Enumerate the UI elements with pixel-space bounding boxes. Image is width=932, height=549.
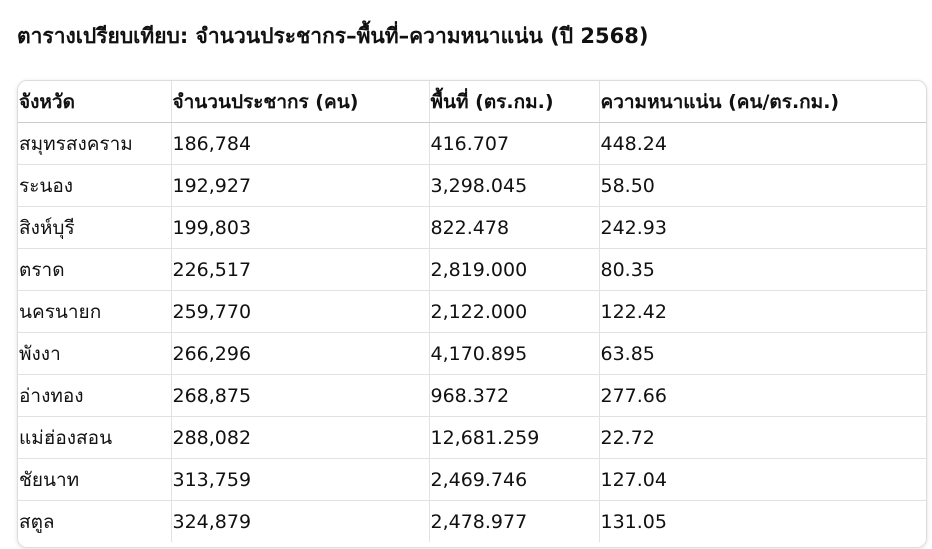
table-card: จังหวัด จำนวนประชากร (คน) พื้นที่ (ตร.กม.)… [17,80,927,548]
table-cell: 12,681.259 [429,416,600,459]
table-cell: 288,082 [171,416,430,459]
table-cell: 63.85 [599,332,926,375]
table-cell: 416.707 [429,122,600,165]
table-cell: ตราด [18,248,172,291]
table-cell: 242.93 [599,206,926,249]
table-cell: 266,296 [171,332,430,375]
table-cell: 2,819.000 [429,248,600,291]
table-cell: 4,170.895 [429,332,600,375]
table-cell: สตูล [18,500,172,542]
table-cell: สมุทรสงคราม [18,122,172,165]
table-cell: 822.478 [429,206,600,249]
table-cell: 448.24 [599,122,926,165]
table-cell: 192,927 [171,164,430,207]
table-cell: แม่ฮ่องสอน [18,416,172,459]
table-cell: ชัยนาท [18,458,172,501]
table-cell: 259,770 [171,290,430,333]
comparison-table: จังหวัด จำนวนประชากร (คน) พื้นที่ (ตร.กม.)… [18,81,926,542]
table-body: สมุทรสงคราม 186,784 416.707 448.24 ระนอง 192,… [18,122,926,542]
table-cell: 968.372 [429,374,600,417]
table-cell: อ่างทอง [18,374,172,417]
table-row: ระนอง 192,927 3,298.045 58.50 [18,164,926,207]
table-cell: 268,875 [171,374,430,417]
column-header: จังหวัด [18,81,172,123]
table-cell: 226,517 [171,248,430,291]
table-cell: 2,122.000 [429,290,600,333]
table-cell: นครนายก [18,290,172,333]
table-cell: 313,759 [171,458,430,501]
column-header: พื้นที่ (ตร.กม.) [429,81,600,123]
table-row: สิงห์บุรี 199,803 822.478 242.93 [18,206,926,249]
table-row: สมุทรสงคราม 186,784 416.707 448.24 [18,122,926,165]
table-row: สตูล 324,879 2,478.977 131.05 [18,500,926,542]
table-row: ชัยนาท 313,759 2,469.746 127.04 [18,458,926,501]
column-header: ความหนาแน่น (คน/ตร.กม.) [599,81,926,123]
header-row: จังหวัด จำนวนประชากร (คน) พื้นที่ (ตร.กม.)… [18,81,926,123]
table-row: พังงา 266,296 4,170.895 63.85 [18,332,926,375]
table-cell: 277.66 [599,374,926,417]
table-cell: 122.42 [599,290,926,333]
table-cell: พังงา [18,332,172,375]
table-cell: สิงห์บุรี [18,206,172,249]
page-title: ตารางเปรียบเทียบ: จำนวนประชากร–พื้นที่–ค… [17,24,649,48]
table-cell: 131.05 [600,510,667,533]
table-cell: 22.72 [599,416,926,459]
table-cell: 324,879 [171,500,430,542]
table-cell: 127.04 [599,458,926,501]
table-cell: 186,784 [171,122,430,165]
column-header: จำนวนประชากร (คน) [171,81,430,123]
table-row: อ่างทอง 268,875 968.372 277.66 [18,374,926,417]
table-row: แม่ฮ่องสอน 288,082 12,681.259 22.72 [18,416,926,459]
table-cell: 2,469.746 [429,458,600,501]
table-cell: 2,478.977 [429,500,600,542]
table-cell: 58.50 [599,164,926,207]
table-row: ตราด 226,517 2,819.000 80.35 [18,248,926,291]
table-row: นครนายก 259,770 2,122.000 122.42 [18,290,926,333]
table-cell: 199,803 [171,206,430,249]
table-cell: ระนอง [18,164,172,207]
table-cell: 3,298.045 [429,164,600,207]
table-cell: 80.35 [599,248,926,291]
